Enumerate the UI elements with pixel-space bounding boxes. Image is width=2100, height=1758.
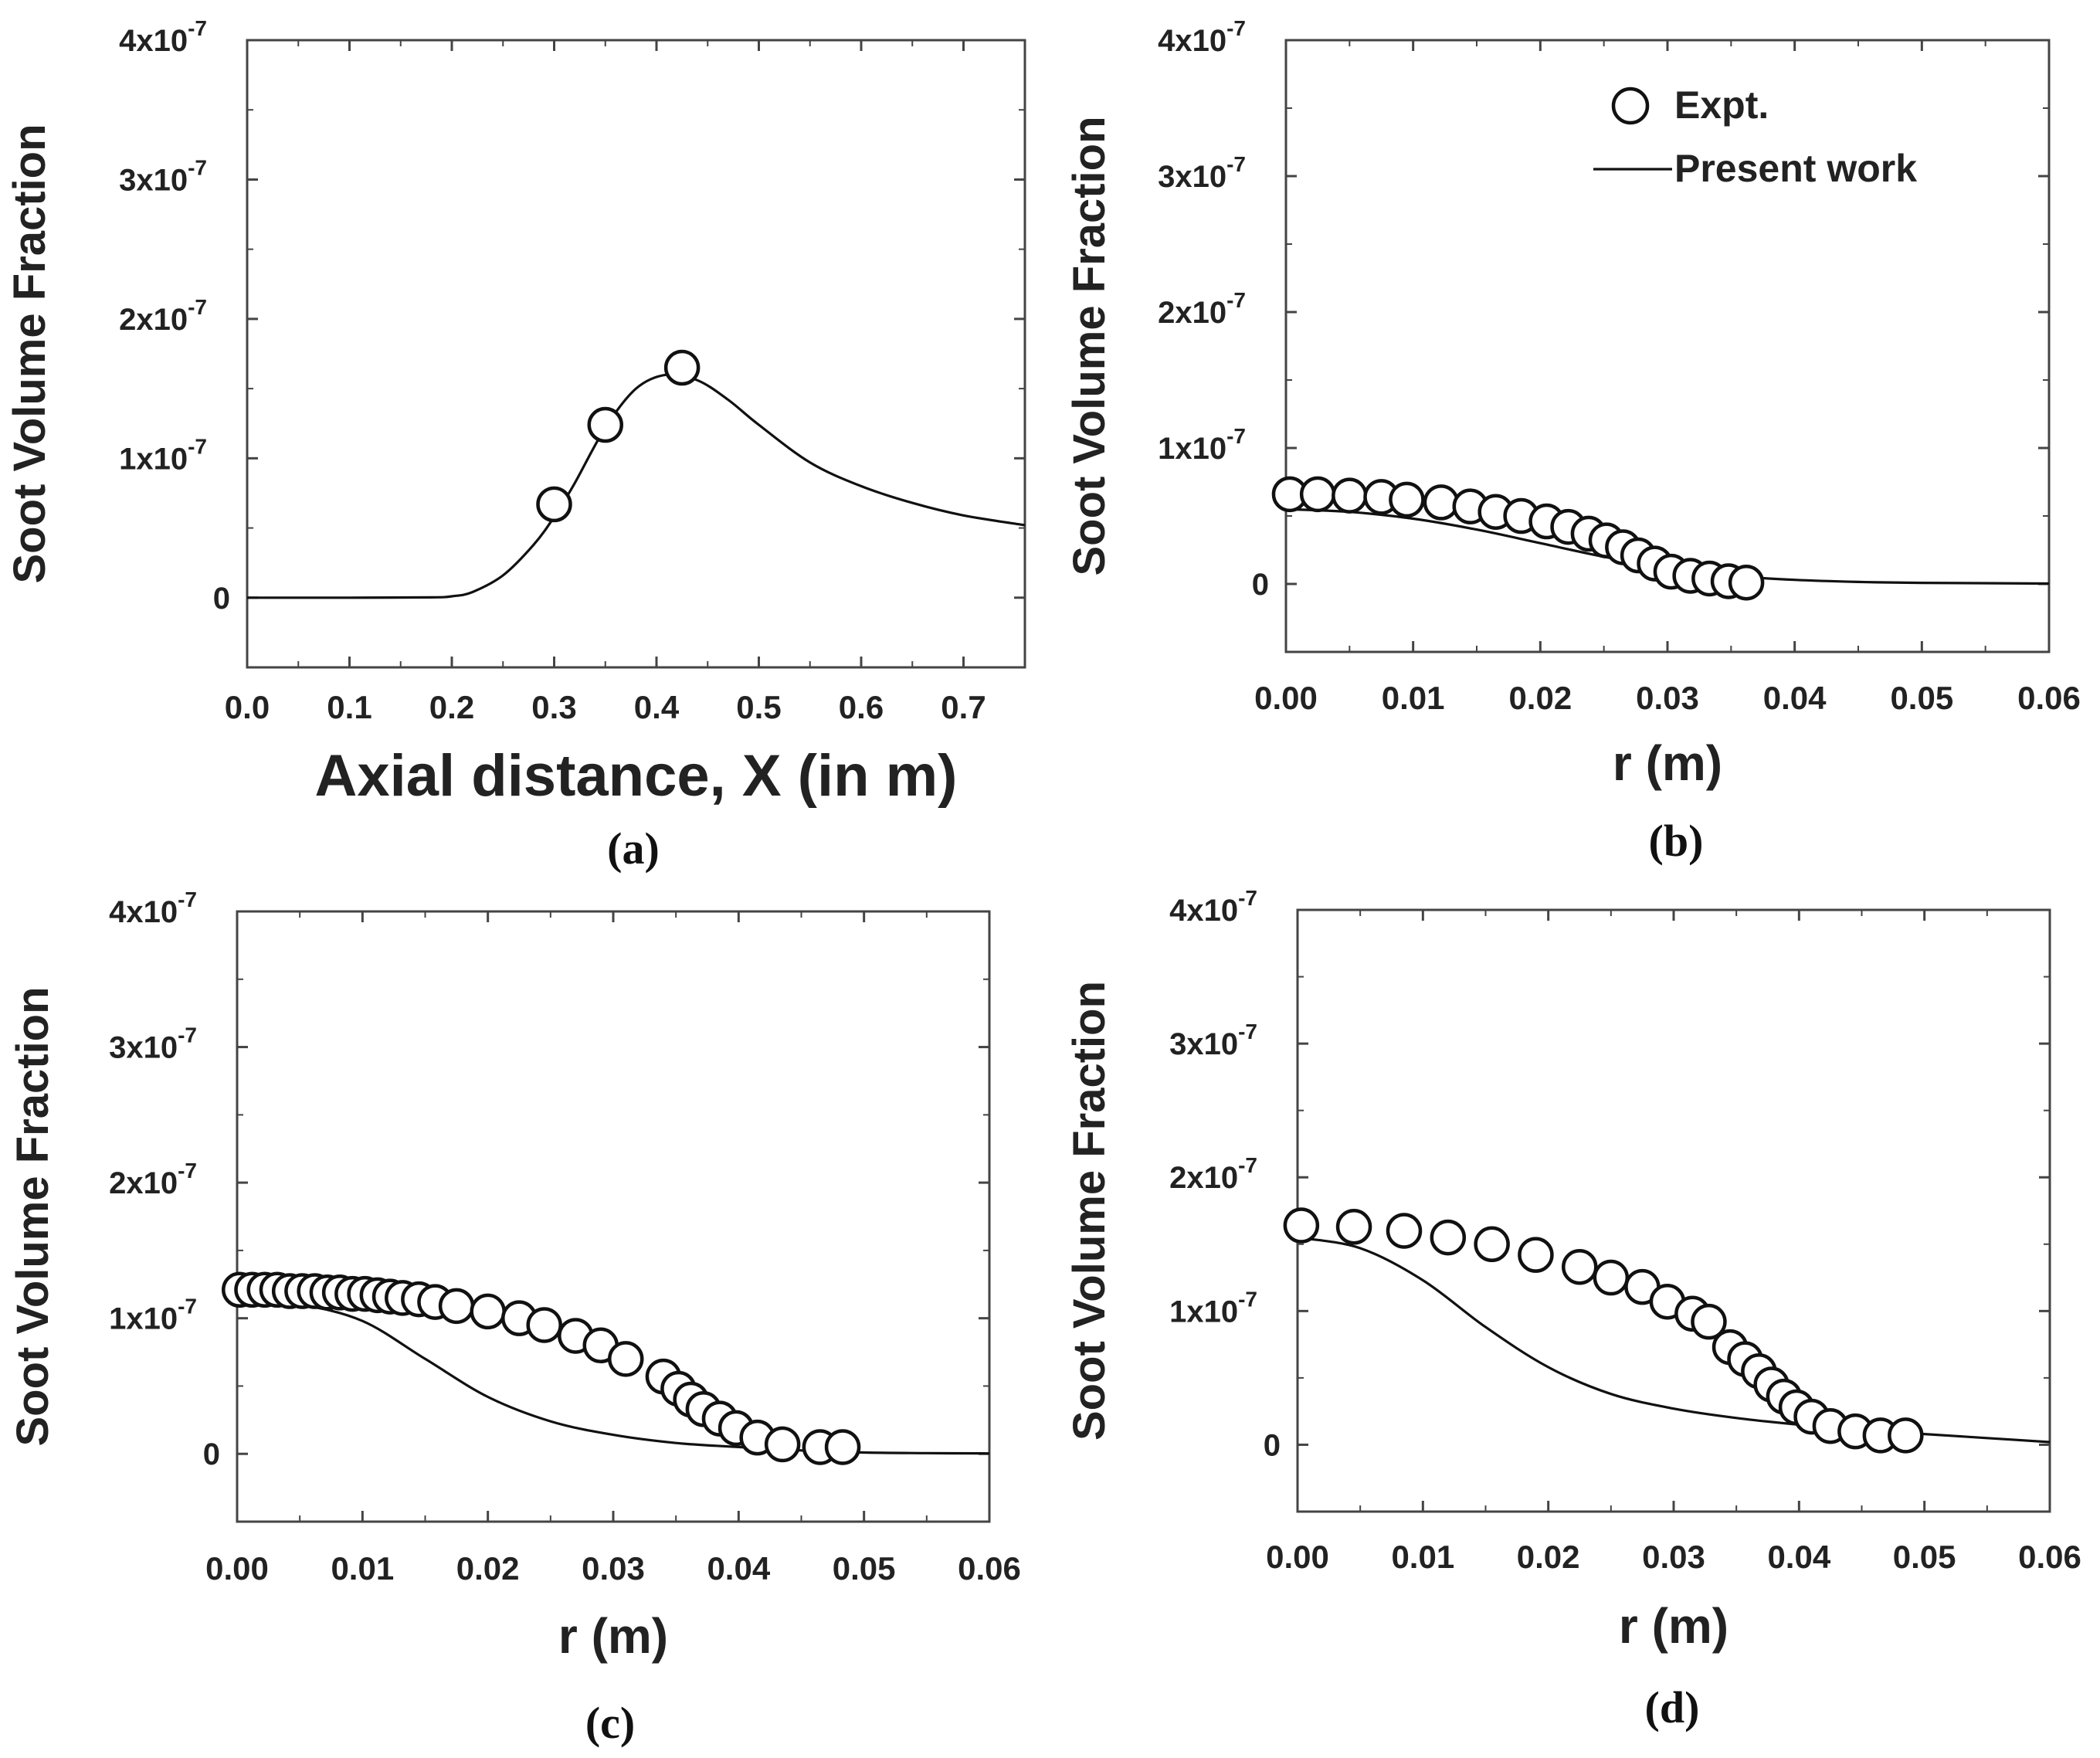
panel-d-caption: (d) — [1645, 1682, 1700, 1733]
x-axis-label: r (m) — [1619, 1598, 1729, 1654]
x-tick-label: 0.3 — [531, 689, 576, 725]
x-tick-label: 0.1 — [327, 689, 371, 725]
x-tick-label: 0.05 — [1890, 680, 1953, 716]
expt-point — [1888, 1417, 1924, 1454]
expt-point — [1593, 1259, 1630, 1296]
y-axis-label: Soot Volume Fraction — [8, 986, 58, 1446]
model-line — [1297, 1236, 2051, 1444]
expt-point — [1691, 1303, 1727, 1340]
x-tick-label: 0.5 — [736, 689, 781, 725]
expt-point — [663, 349, 701, 386]
x-tick-label: 0.02 — [1517, 1539, 1580, 1575]
expt-point — [536, 486, 572, 523]
expt-point — [1283, 1207, 1320, 1244]
model-line — [236, 1299, 990, 1455]
x-axis-label: r (m) — [558, 1608, 668, 1664]
y-tick-label: 1x10-7 — [1169, 1287, 1257, 1329]
expt-point — [764, 1426, 801, 1463]
y-tick-label: 3x10-7 — [1158, 152, 1246, 194]
x-tick-label: 0.06 — [2017, 680, 2081, 716]
x-axis-label: r (m) — [1613, 735, 1722, 791]
y-tick-label: 2x10-7 — [109, 1159, 197, 1200]
x-tick-label: 0.01 — [1382, 680, 1445, 716]
x-tick-label: 0.03 — [1642, 1539, 1705, 1575]
legend-label-expt: Expt. — [1674, 83, 1769, 127]
y-tick-label: 3x10-7 — [119, 155, 207, 197]
expt-point — [1332, 477, 1368, 514]
y-axis-label: Soot Volume Fraction — [1064, 981, 1114, 1441]
expt-point — [1474, 1226, 1510, 1263]
x-tick-label: 0.6 — [839, 689, 884, 725]
y-tick-label: 4x10-7 — [109, 887, 197, 929]
expt-point — [470, 1293, 506, 1330]
legend-label-model: Present work — [1674, 147, 1917, 190]
x-tick-label: 0.05 — [1893, 1539, 1956, 1575]
y-tick-label: 2x10-7 — [1158, 288, 1246, 330]
expt-point — [587, 406, 623, 443]
y-tick-label: 2x10-7 — [119, 295, 207, 337]
panel-c: 0.00 0.01 0.02 0.03 0.04 0.05 0.06 0 1x10-7 2x10-… — [8, 887, 1021, 1664]
x-tick-label: 0.04 — [1763, 680, 1827, 716]
expt-point — [1423, 484, 1460, 521]
x-tick-label: 0.02 — [456, 1550, 520, 1587]
expt-point — [824, 1429, 861, 1465]
x-tick-label: 0.00 — [1266, 1539, 1329, 1575]
y-tick-label: 1x10-7 — [119, 434, 207, 476]
y-tick-label: 3x10-7 — [109, 1023, 197, 1065]
x-tick-label: 0.7 — [941, 689, 986, 725]
x-tick-label: 0.01 — [331, 1550, 394, 1587]
x-axis-label: Axial distance, X (in m) — [315, 743, 958, 809]
expt-point — [1389, 481, 1425, 518]
x-tick-label: 0.4 — [634, 689, 680, 725]
y-tick-label: 3x10-7 — [1169, 1020, 1257, 1061]
panel-a-caption: (a) — [607, 823, 660, 874]
panel-a: 0.0 0.1 0.2 0.3 0.4 0.5 0.6 0.7 0 1x10-7 2x10-7 3x1… — [5, 16, 1026, 809]
plot-frame — [246, 39, 1026, 669]
y-axis-label: Soot Volume Fraction — [1064, 116, 1114, 575]
y-tick-label: 0 — [1264, 1428, 1281, 1462]
y-tick-label: 4x10-7 — [119, 16, 207, 58]
x-tick-label: 0.04 — [707, 1550, 770, 1587]
y-tick-label: 4x10-7 — [1169, 886, 1257, 928]
y-tick-label: 0 — [203, 1437, 220, 1471]
y-tick-label: 0 — [1252, 568, 1269, 602]
expt-point — [438, 1288, 475, 1325]
x-tick-label: 0.01 — [1391, 1539, 1454, 1575]
expt-point — [1430, 1219, 1467, 1256]
x-tick-label: 0.03 — [1636, 680, 1699, 716]
x-tick-label: 0.00 — [1254, 680, 1318, 716]
expt-point — [1299, 476, 1336, 513]
x-tick-label: 0.04 — [1767, 1539, 1830, 1575]
panel-b: 0.00 0.01 0.02 0.03 0.04 0.05 0.06 0 1x10-7 2x10-… — [1064, 16, 2081, 791]
y-tick-label: 2x10-7 — [1169, 1153, 1257, 1195]
y-tick-label: 1x10-7 — [1158, 424, 1246, 466]
x-tick-label: 0.02 — [1508, 680, 1572, 716]
x-tick-label: 0.06 — [2018, 1539, 2081, 1575]
panel-c-caption: (c) — [585, 1698, 635, 1748]
panel-b-caption: (b) — [1649, 816, 1704, 866]
expt-point — [1562, 1248, 1598, 1285]
legend-marker-expt — [1611, 87, 1650, 125]
expt-point — [1728, 564, 1765, 601]
x-tick-label: 0.05 — [833, 1550, 896, 1587]
x-tick-label: 0.00 — [205, 1550, 269, 1587]
expt-point — [1335, 1209, 1372, 1245]
y-axis-label: Soot Volume Fraction — [5, 124, 55, 583]
expt-point — [1386, 1213, 1423, 1249]
x-tick-label: 0.0 — [225, 689, 270, 725]
expt-point — [1518, 1237, 1554, 1273]
x-tick-label: 0.2 — [429, 689, 474, 725]
x-tick-label: 0.03 — [582, 1550, 645, 1587]
x-tick-label: 0.06 — [958, 1550, 1021, 1587]
y-tick-label: 0 — [213, 582, 230, 616]
expt-point — [526, 1307, 562, 1343]
y-tick-label: 4x10-7 — [1158, 16, 1246, 58]
expt-point — [607, 1341, 644, 1377]
y-tick-label: 1x10-7 — [109, 1295, 197, 1336]
panel-d: 0.00 0.01 0.02 0.03 0.04 0.05 0.06 0 1x10-7 2x10-… — [1064, 886, 2081, 1654]
